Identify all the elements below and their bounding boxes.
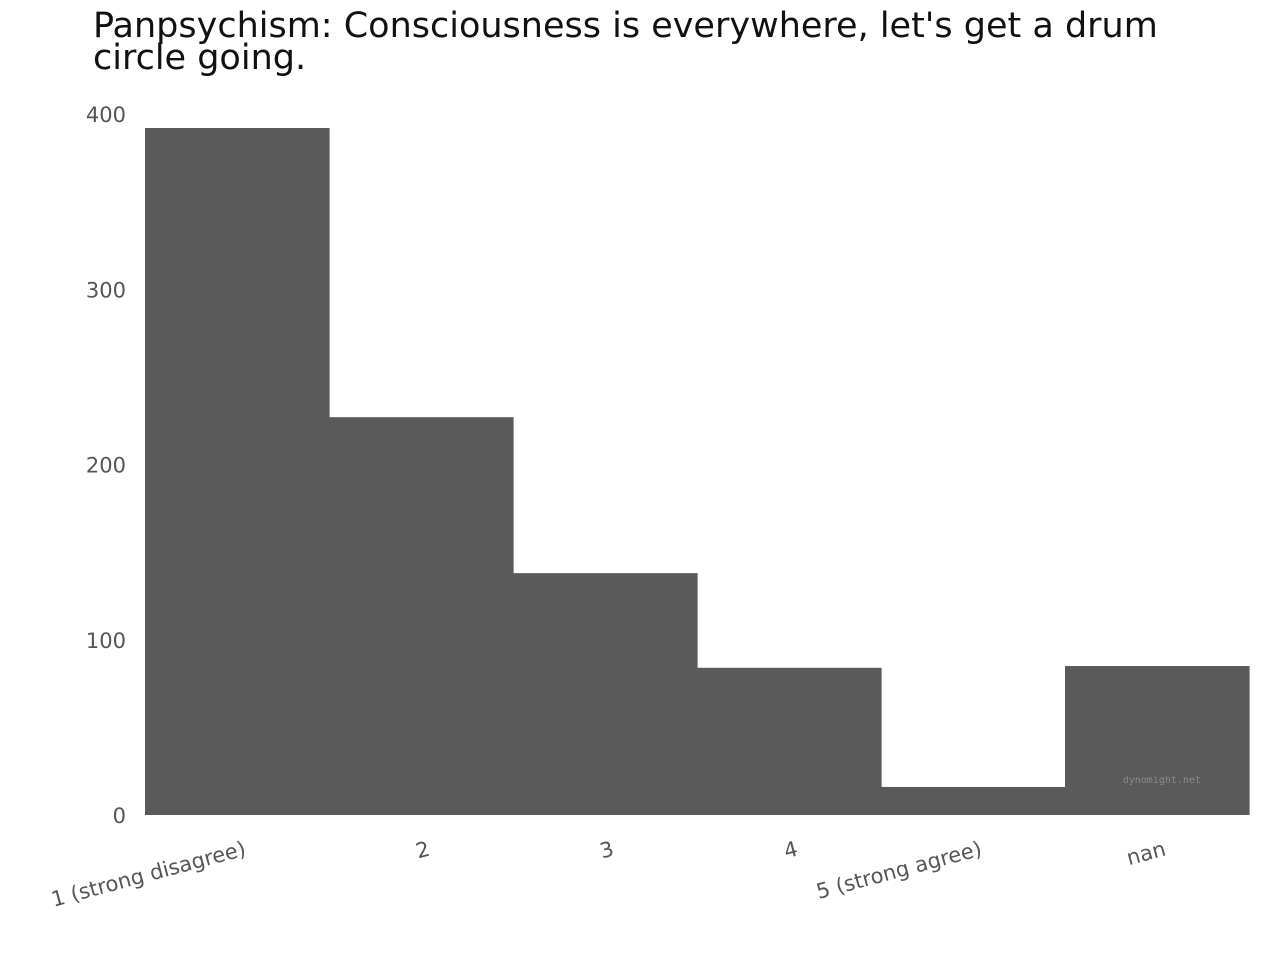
x-tick-label: 1 (strong disagree) xyxy=(49,837,249,912)
x-tick-label: 2 xyxy=(413,837,432,864)
bar-3 xyxy=(697,667,882,815)
x-axis: 1 (strong disagree) 2 3 4 5 (strong agree) na… xyxy=(49,837,1169,912)
bar-1 xyxy=(329,417,514,815)
x-tick-label: nan xyxy=(1124,837,1168,870)
watermark-text: dynomight.net xyxy=(1123,775,1201,786)
x-tick-label: 4 xyxy=(781,837,800,864)
bars-group xyxy=(145,128,1250,815)
y-tick-label: 400 xyxy=(86,103,126,127)
y-axis: 0 100 200 300 400 xyxy=(86,103,126,828)
bar-0 xyxy=(145,128,330,815)
bar-2 xyxy=(513,573,698,815)
y-tick-label: 300 xyxy=(86,278,126,302)
y-tick-label: 200 xyxy=(86,454,126,478)
y-tick-label: 100 xyxy=(86,629,126,653)
y-tick-label: 0 xyxy=(113,804,126,828)
bar-4 xyxy=(881,786,1066,815)
chart-title: Panpsychism: Consciousness is everywhere… xyxy=(93,6,1158,78)
bar-5 xyxy=(1065,666,1250,815)
x-tick-label: 3 xyxy=(597,837,616,864)
x-tick-label: 5 (strong agree) xyxy=(814,837,985,904)
